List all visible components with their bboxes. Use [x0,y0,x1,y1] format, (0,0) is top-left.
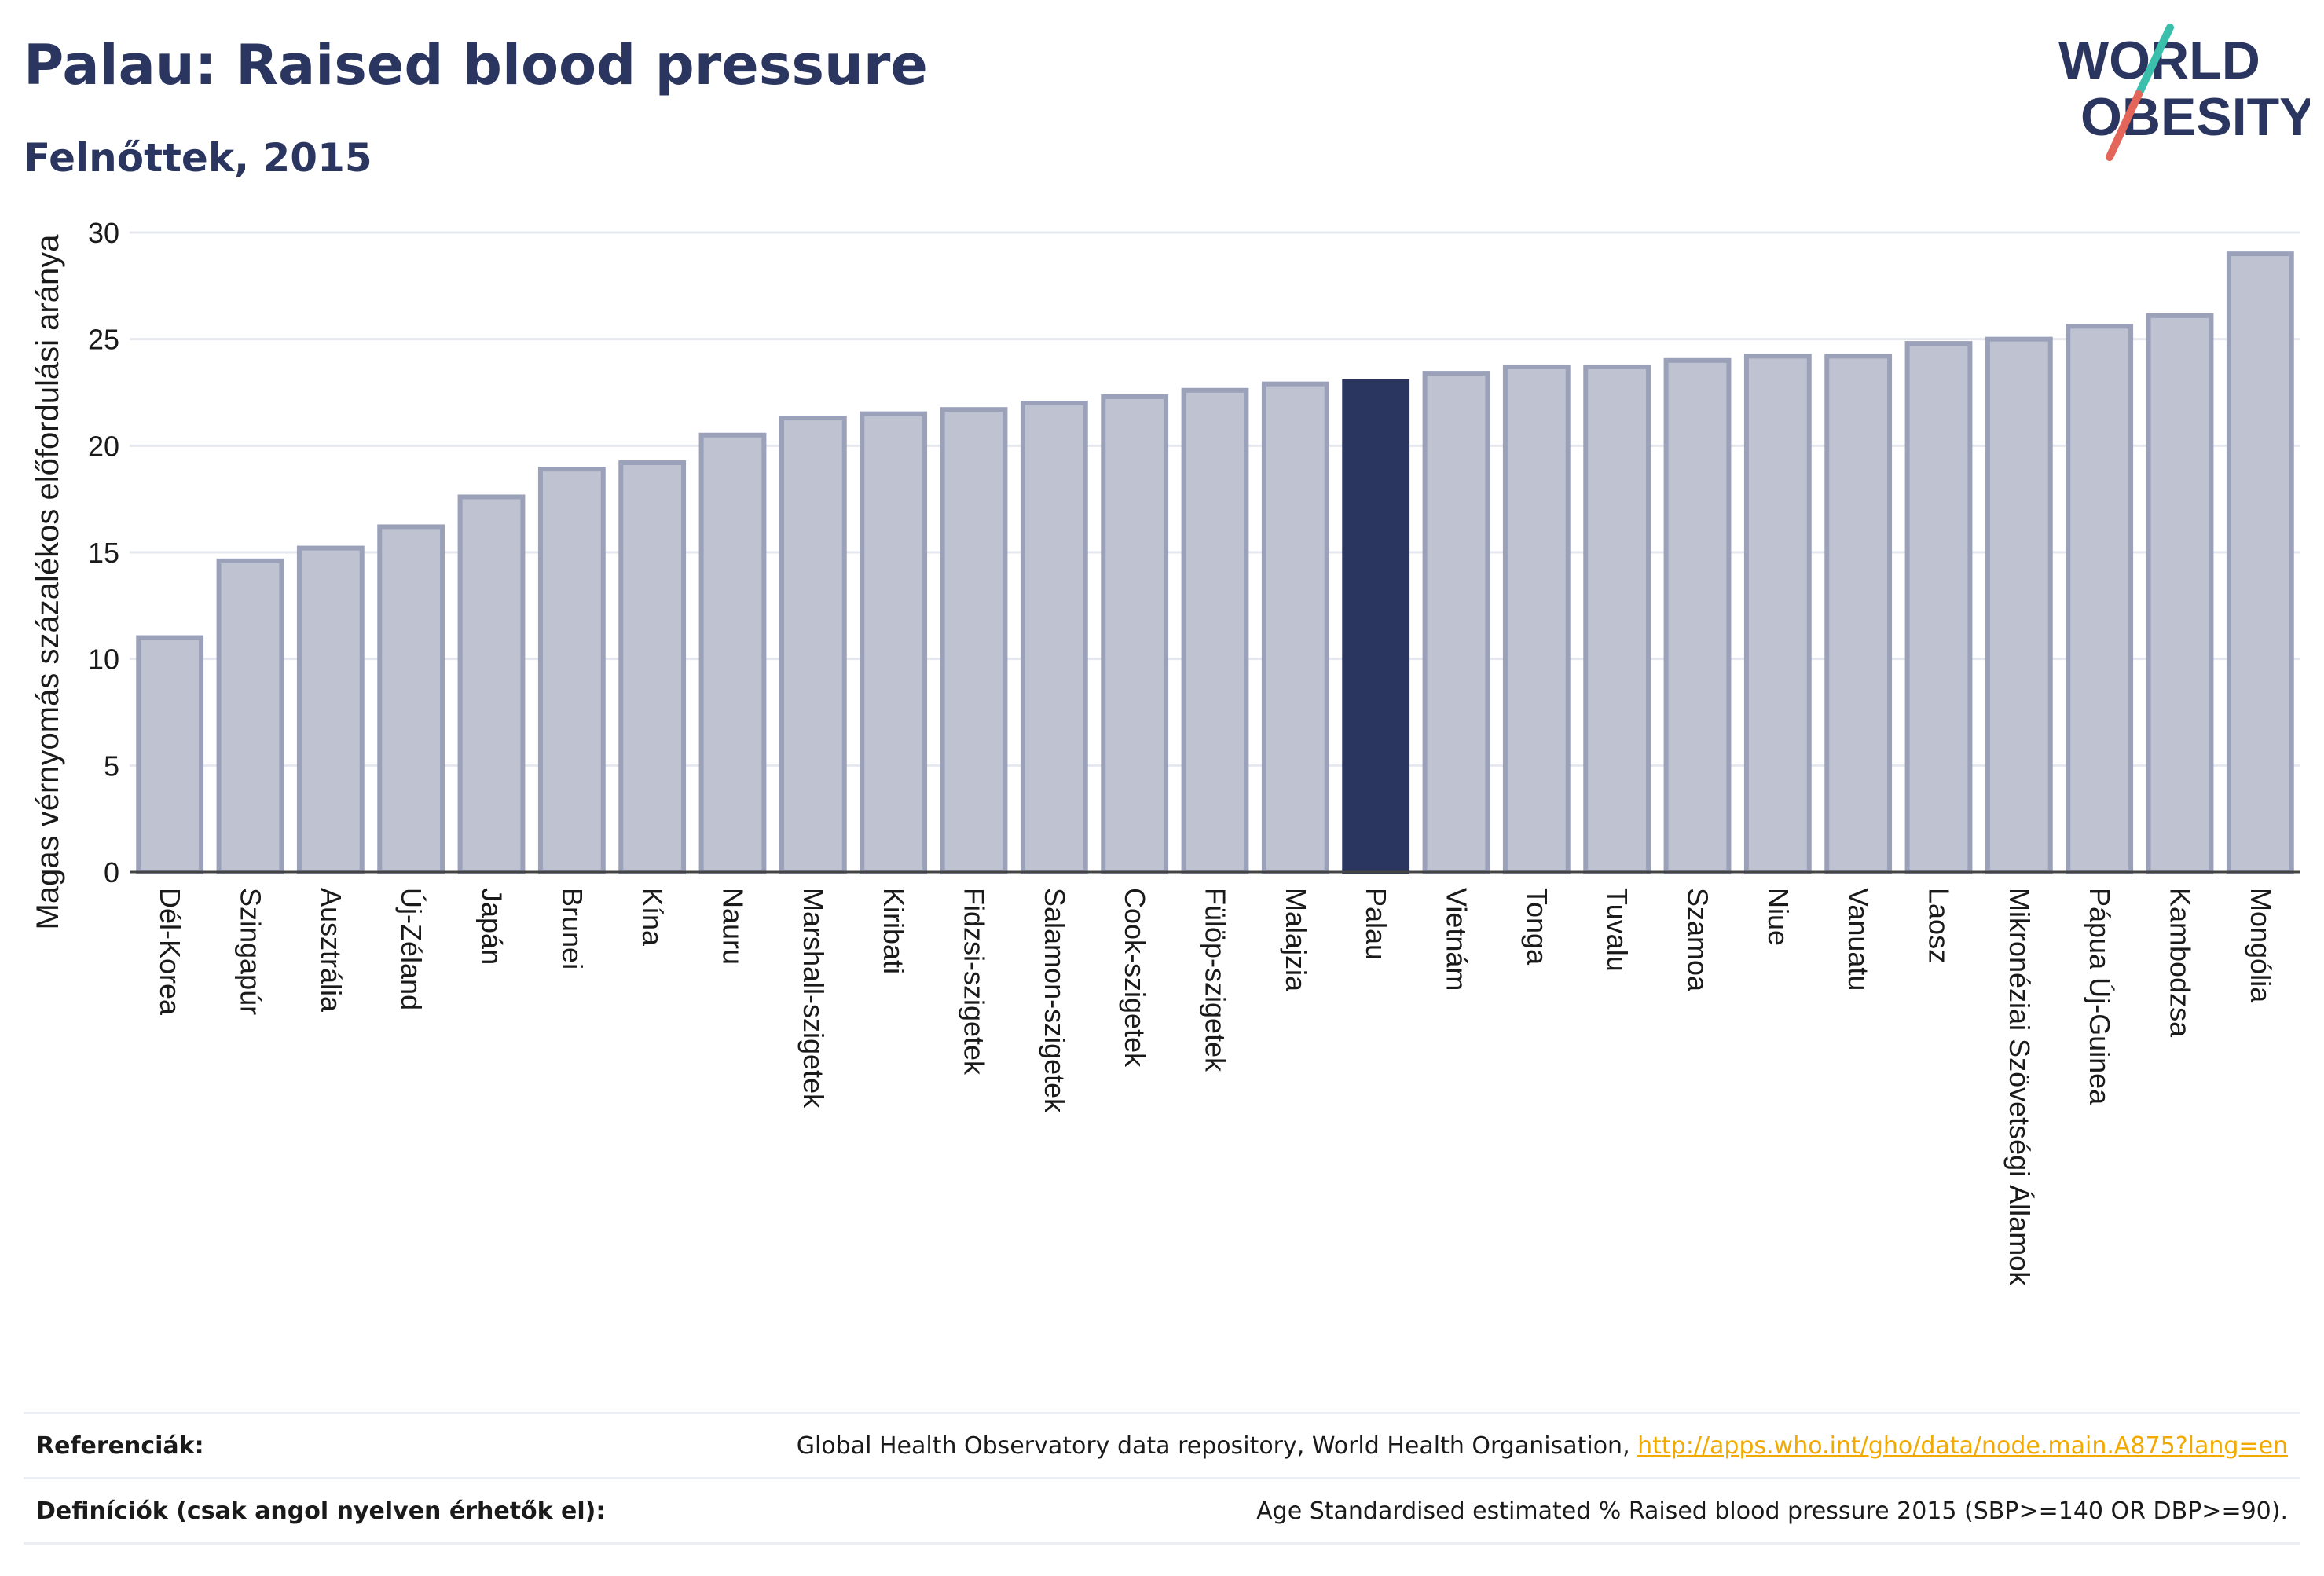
x-tick-label: Vietnám [1441,888,1473,991]
x-tick-label: Kambodzsa [2165,888,2197,1038]
bar [1181,387,1249,874]
logo-slash-teal [2135,24,2174,98]
bar [1824,354,1893,874]
bar [1502,364,1571,874]
bar [1743,354,1812,874]
logo-slash-red [2106,90,2143,161]
x-tick-label: Mikronéziai Szövetségi Államok [2003,888,2036,1286]
x-tick-label: Új-Zéland [395,888,427,1010]
x-tick-label: Malajzia [1280,888,1312,992]
bar [860,411,928,874]
y-tick-label: 0 [104,856,119,889]
bar [377,524,445,874]
references-row: Referenciák: Global Health Observatory d… [24,1412,2300,1477]
bar [1904,341,1973,874]
x-tick-label: Palau [1360,888,1392,960]
definitions-row: Definíciók (csak angol nyelven érhetők e… [24,1477,2300,1545]
x-tick-label: Kína [636,888,669,947]
bar [940,407,1008,874]
x-tick-label: Kiribati [878,888,910,974]
x-tick-label: Niue [1762,888,1794,946]
bar [1020,401,1088,874]
x-tick-label: Fidzsi-szigetek [959,888,991,1076]
bar [779,416,847,874]
bar [296,545,365,874]
bar [1101,394,1169,874]
x-tick-label: Cook-szigetek [1119,888,1151,1068]
world-obesity-logo: WORLD OBESITY [2058,24,2310,161]
x-tick-label: Japán [476,888,508,965]
definitions-label: Definíciók (csak angol nyelven érhetők e… [36,1497,606,1525]
x-tick-label: Pápua Új-Guinea [2084,888,2116,1105]
x-tick-label: Szamoa [1682,888,1714,992]
x-tick-label: Salamon-szigetek [1039,888,1071,1113]
bar [1261,381,1329,874]
chart-subtitle: Felnőttek, 2015 [24,135,372,181]
references-value: Global Health Observatory data repositor… [797,1432,2300,1460]
references-link[interactable]: http://apps.who.int/gho/data/node.main.A… [1637,1431,2288,1460]
bar [1422,371,1490,874]
y-tick-label: 5 [104,750,119,782]
y-tick-label: 10 [88,643,119,676]
y-tick-label: 20 [88,430,119,462]
bar [1985,336,2053,874]
bar [136,635,204,874]
bar [216,558,284,874]
references-label: Referenciák: [36,1431,204,1460]
x-tick-label: Vanuatu [1842,888,1875,991]
bar [2146,313,2214,874]
bar [2226,251,2294,874]
bar-layer [136,251,2294,874]
bar [457,494,526,874]
x-tick-label: Szingapúr [235,888,267,1015]
y-tick-label: 15 [88,537,119,569]
x-tick-label: Fülöp-szigetek [1200,888,1232,1072]
axis-layer: 0 5 10 15 20 25 30 Dél-Korea Szingapúr Ausztrália… [88,217,2300,1286]
x-tick-label: Tuvalu [1601,888,1633,972]
bar [618,460,687,874]
bar [2066,324,2134,874]
bar [1583,364,1651,874]
bar-highlighted [1342,379,1410,874]
y-tick-label: 30 [88,217,119,249]
logo-text-world: WORLD [2058,31,2260,90]
x-tick-label: Dél-Korea [154,888,186,1016]
references-text: Global Health Observatory data repositor… [796,1431,1638,1460]
x-tick-label: Laosz [1923,888,1956,963]
x-tick-label: Ausztrália [315,888,347,1013]
x-tick-label: Nauru [717,888,750,965]
x-tick-label: Mongólia [2245,888,2277,1003]
definitions-value: Age Standardised estimated % Raised bloo… [1256,1497,2288,1525]
x-tick-label: Tonga [1521,888,1553,966]
x-tick-label: Marshall-szigetek [797,888,830,1109]
chart-title: Palau: Raised blood pressure [24,33,928,97]
x-tick-label: Brunei [556,888,588,969]
y-axis-label: Magas vérnyomás százalékos előfordulási … [31,234,65,930]
bar [698,432,767,874]
bar-chart: 0 5 10 15 20 25 30 Dél-Korea Szingapúr Ausztrália… [31,217,2300,1286]
bar [1663,357,1732,874]
bar [537,467,606,874]
y-tick-label: 25 [88,324,119,356]
